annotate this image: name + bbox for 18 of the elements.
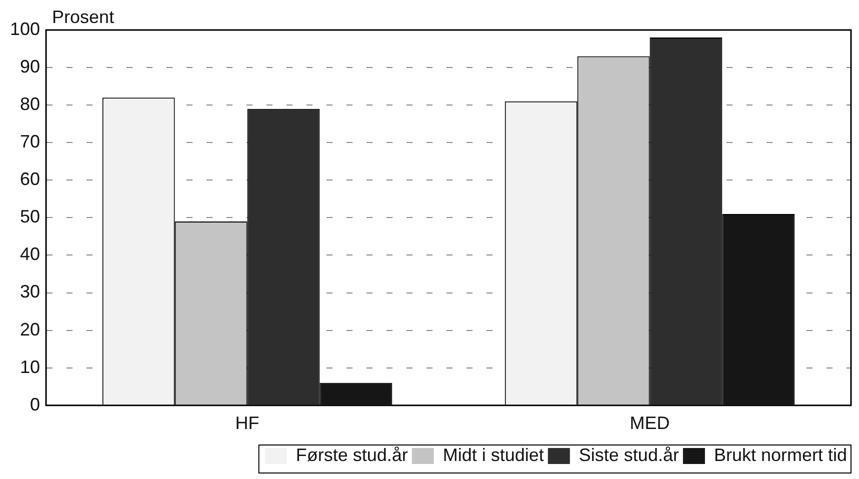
y-tick-label: 100 (10, 18, 40, 39)
y-tick-label: 30 (20, 282, 40, 302)
y-tick-label: 90 (20, 56, 40, 77)
x-tick-label: MED (630, 413, 670, 434)
legend-label: Første stud.år (296, 444, 408, 465)
y-tick-label: 70 (20, 132, 40, 152)
y-tick-label: 0 (30, 394, 40, 414)
legend-label: Midt i studiet (442, 444, 544, 465)
y-tick-label: 40 (20, 244, 40, 264)
y-tick-label: 50 (20, 206, 40, 227)
y-tick-label: 20 (20, 319, 40, 340)
y-tick-label: 10 (20, 356, 40, 377)
y-tick-label: 80 (20, 94, 40, 114)
y-tick-label: 60 (20, 169, 40, 190)
legend-label: Siste stud.år (578, 444, 679, 465)
legend-label: Brukt normert tid (714, 444, 848, 465)
y-axis-title: Prosent (52, 6, 114, 27)
x-tick-label: HF (235, 413, 260, 434)
